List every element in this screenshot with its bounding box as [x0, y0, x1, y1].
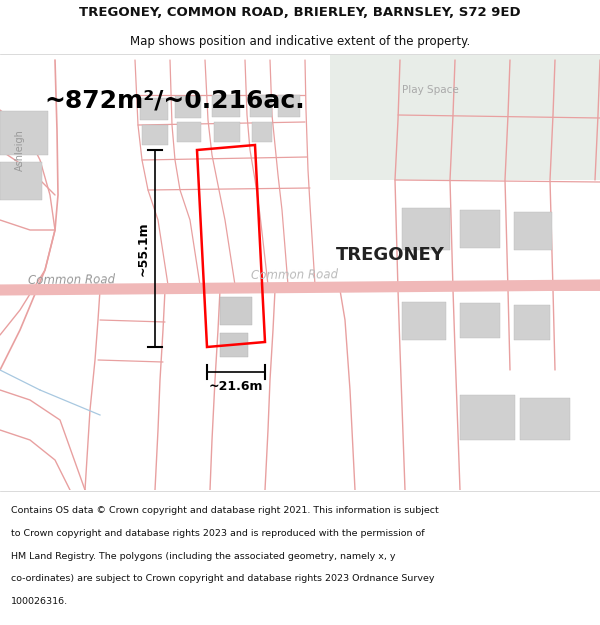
Bar: [250, 95, 272, 117]
Bar: [175, 96, 201, 118]
Bar: [214, 122, 240, 142]
Bar: [212, 95, 240, 117]
Text: Common Road: Common Road: [251, 268, 338, 282]
Bar: [460, 395, 515, 440]
Text: to Crown copyright and database rights 2023 and is reproduced with the permissio: to Crown copyright and database rights 2…: [11, 529, 424, 538]
Text: Map shows position and indicative extent of the property.: Map shows position and indicative extent…: [130, 35, 470, 48]
Bar: [220, 333, 248, 357]
Text: 100026316.: 100026316.: [11, 597, 68, 606]
Text: Contains OS data © Crown copyright and database right 2021. This information is : Contains OS data © Crown copyright and d…: [11, 506, 439, 515]
Bar: [142, 125, 168, 145]
Bar: [140, 98, 168, 120]
Bar: [460, 303, 500, 338]
Text: co-ordinates) are subject to Crown copyright and database rights 2023 Ordnance S: co-ordinates) are subject to Crown copyr…: [11, 574, 434, 583]
Text: ~55.1m: ~55.1m: [137, 221, 150, 276]
Bar: [177, 122, 201, 142]
Text: Play Space: Play Space: [401, 85, 458, 95]
Text: ~21.6m: ~21.6m: [209, 380, 263, 393]
Bar: [402, 302, 446, 340]
Bar: [330, 55, 600, 180]
Text: ~872m²/~0.216ac.: ~872m²/~0.216ac.: [44, 88, 305, 112]
Bar: [520, 398, 570, 440]
Bar: [514, 212, 552, 250]
Text: Ashleigh: Ashleigh: [15, 129, 25, 171]
Bar: [252, 122, 272, 142]
Text: TREGONEY: TREGONEY: [335, 246, 445, 264]
Bar: [220, 297, 252, 325]
Text: TREGONEY, COMMON ROAD, BRIERLEY, BARNSLEY, S72 9ED: TREGONEY, COMMON ROAD, BRIERLEY, BARNSLE…: [79, 6, 521, 19]
Bar: [0, 111, 48, 155]
Bar: [0, 162, 42, 200]
Text: Common Road: Common Road: [28, 273, 116, 287]
Bar: [514, 305, 550, 340]
Text: HM Land Registry. The polygons (including the associated geometry, namely x, y: HM Land Registry. The polygons (includin…: [11, 551, 395, 561]
Bar: [278, 95, 300, 117]
Bar: [402, 208, 450, 250]
Bar: [460, 210, 500, 248]
